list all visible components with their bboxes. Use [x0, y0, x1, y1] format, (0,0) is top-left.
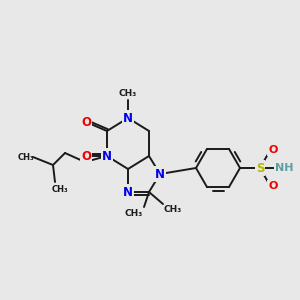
Text: O: O: [268, 145, 278, 155]
Text: N: N: [155, 167, 165, 181]
Text: O: O: [81, 116, 91, 128]
Text: O: O: [81, 149, 91, 163]
Text: N: N: [102, 149, 112, 163]
Text: CH₃: CH₃: [18, 152, 34, 161]
Text: O: O: [268, 181, 278, 191]
Text: N: N: [123, 112, 133, 124]
Text: CH₃: CH₃: [119, 88, 137, 98]
Text: S: S: [256, 161, 264, 175]
Text: CH₃: CH₃: [52, 184, 68, 194]
Text: CH₃: CH₃: [164, 206, 182, 214]
Text: N: N: [123, 185, 133, 199]
Text: NH: NH: [275, 163, 293, 173]
Text: CH₃: CH₃: [125, 208, 143, 217]
